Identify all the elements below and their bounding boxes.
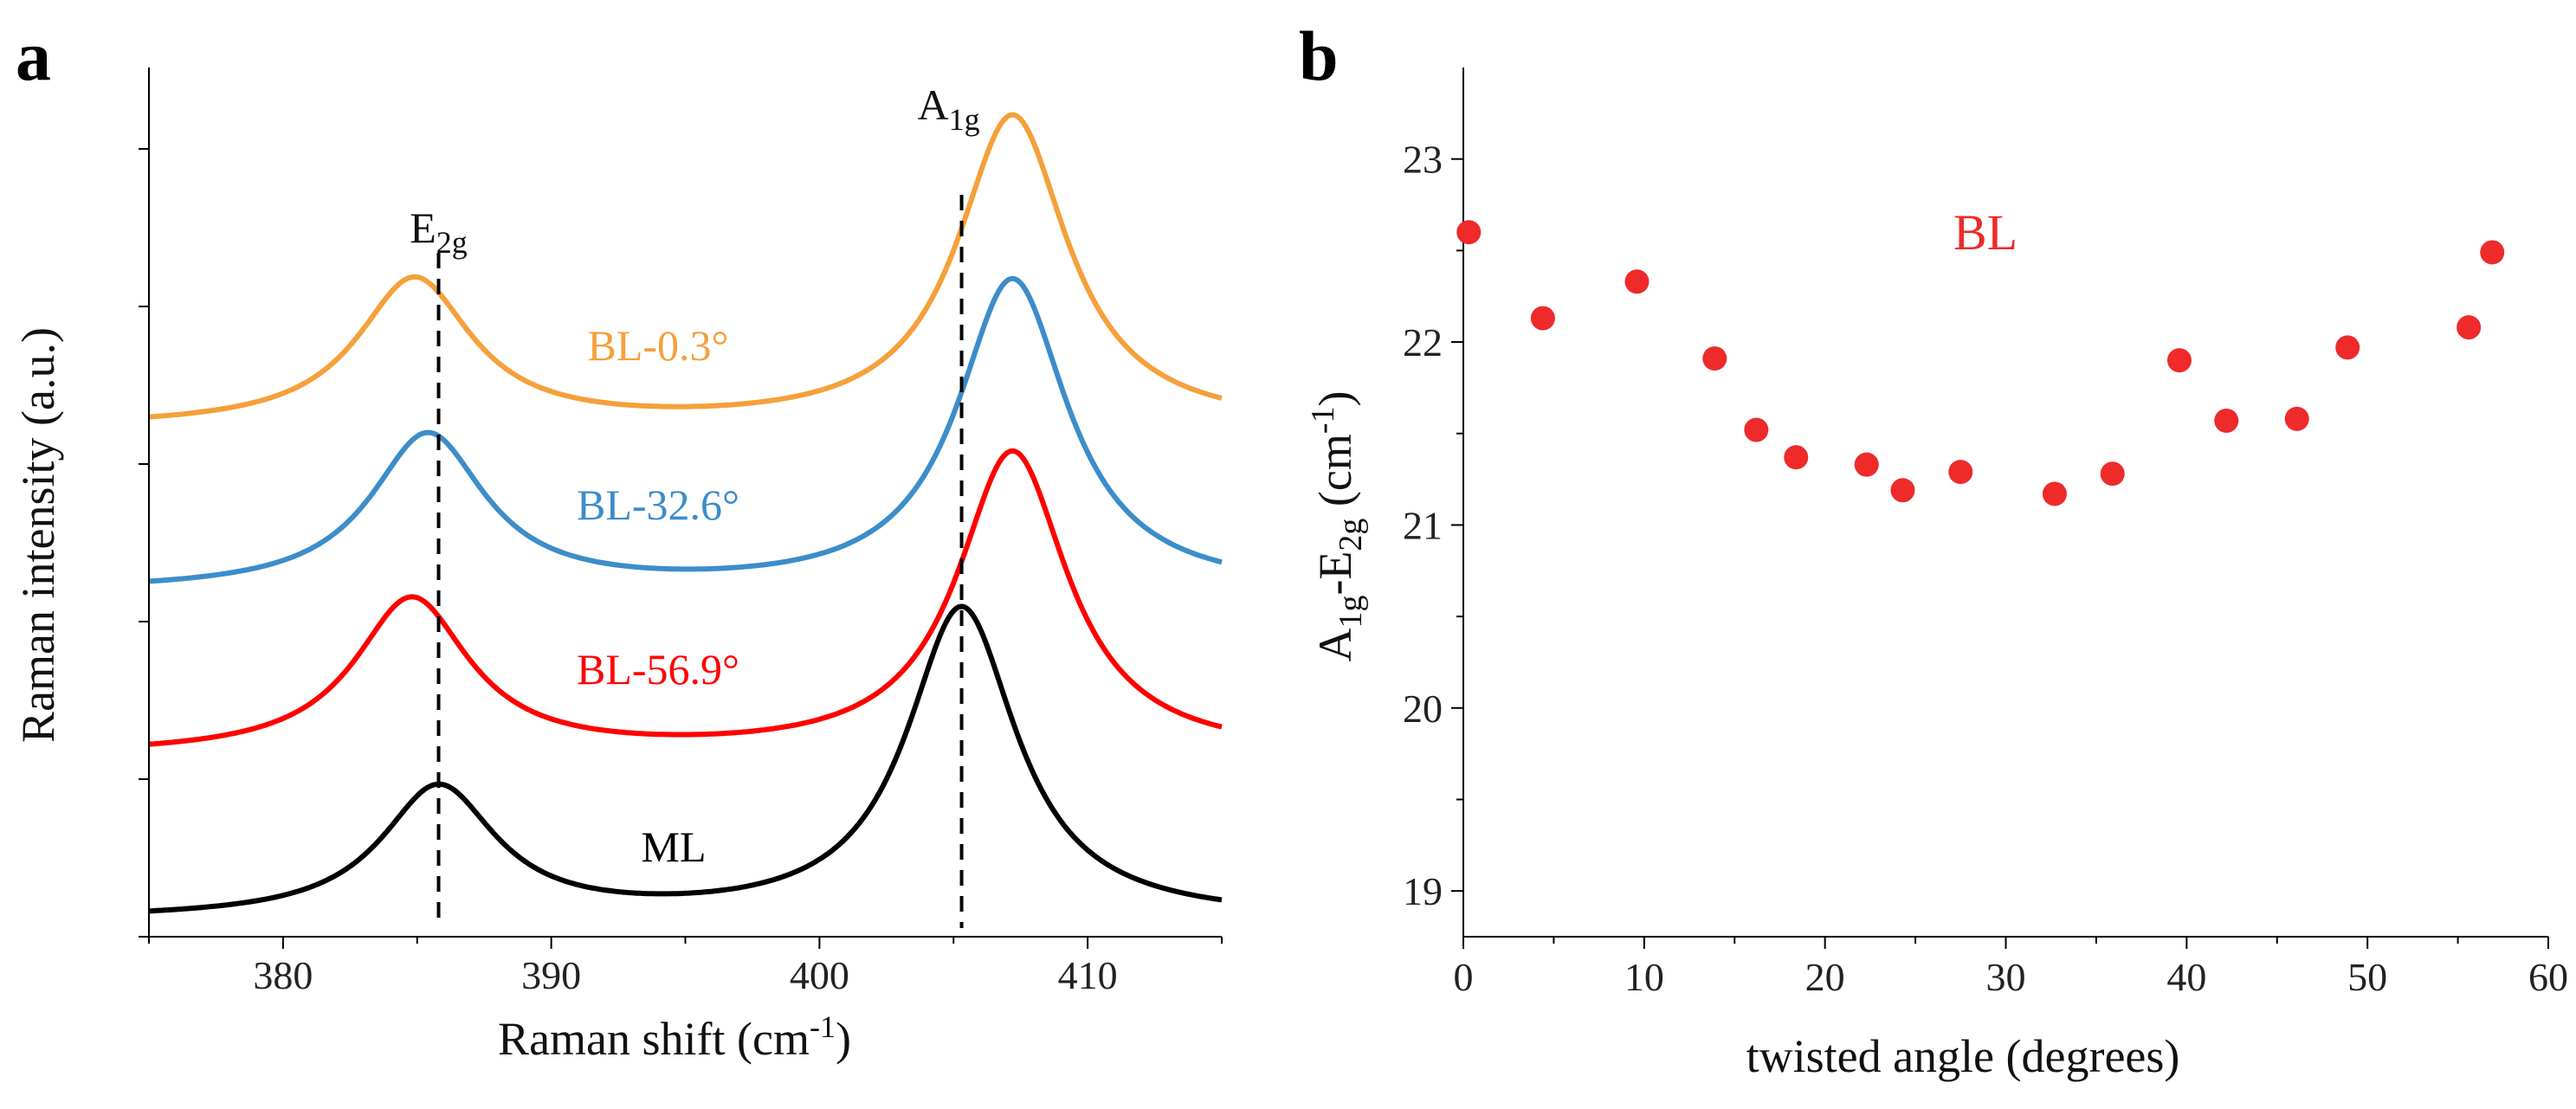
panel-b-x-tick-label: 50: [2347, 955, 2387, 999]
panel-b-y-axis-label: A1g-E2g (cm-1): [1305, 390, 1369, 661]
data-point: [1702, 346, 1727, 371]
data-point: [2457, 315, 2482, 340]
panel-b-axes: 0 10 20 30 40 50 60 19 20 21 22 23: [1403, 68, 2568, 999]
peak-label-A1g: A1g: [917, 81, 979, 137]
panel-b: b 0 10 20 30 40 50 60 19 20 21 22 23 BL twisted ang…: [1299, 16, 2568, 1082]
spectrum-line-3: [148, 112, 1223, 420]
data-point: [2284, 406, 2309, 431]
data-point: [1784, 445, 1809, 470]
data-point: [1948, 460, 1973, 485]
panel-label-b: b: [1299, 16, 1339, 95]
spectrum-line-1: [148, 448, 1223, 747]
data-point: [2480, 240, 2505, 265]
data-point: [1744, 417, 1769, 442]
panel-b-x-tick-label: 0: [1454, 955, 1474, 999]
panel-a-x-tick-label: 400: [790, 953, 849, 997]
spectrum-line-0: [148, 603, 1223, 914]
data-point: [1456, 220, 1482, 245]
panel-b-x-tick-label: 30: [1986, 955, 2026, 999]
panel-b-y-tick-label: 19: [1403, 869, 1443, 913]
peak-label-name: A: [917, 81, 948, 129]
spectrum-line-2: [148, 275, 1223, 584]
panel-b-y-tick-label: 23: [1403, 138, 1443, 182]
panel-a-axes: 380 390 400 410: [139, 68, 1223, 997]
panel-a-curve-labels: ML BL-56.9° BL-32.6° BL-0.3°: [577, 321, 739, 871]
peak-label-name: E: [410, 203, 436, 252]
data-point: [1890, 478, 1915, 503]
panel-a: a E2g A1g 380 390 400 410 ML BL-56.9° BL-32.6°…: [12, 16, 1223, 1065]
data-point: [1854, 452, 1879, 477]
panel-b-x-tick-label: 60: [2528, 955, 2568, 999]
curve-label-0: ML: [642, 822, 707, 871]
peak-label-sub: 1g: [949, 102, 980, 137]
panel-b-x-tick-label: 10: [1624, 955, 1664, 999]
data-point: [2100, 461, 2125, 487]
data-point: [2335, 335, 2360, 360]
data-point: [2042, 481, 2067, 506]
panel-b-x-axis-label: twisted angle (degrees): [1746, 1030, 2180, 1082]
panel-a-peak-lines: E2g A1g: [410, 81, 980, 928]
panel-a-x-tick-label: 410: [1058, 953, 1118, 997]
panel-a-x-tick-label: 380: [253, 953, 313, 997]
data-point: [1624, 269, 1650, 294]
curve-label-3: BL-0.3°: [587, 321, 728, 370]
curve-label-2: BL-32.6°: [577, 480, 739, 529]
panel-b-points: [1456, 220, 2505, 506]
data-point: [2166, 348, 2192, 373]
panel-a-curves: [148, 112, 1223, 914]
panel-b-y-tick-label: 21: [1403, 503, 1443, 547]
data-point: [1530, 306, 1555, 331]
panel-a-x-axis-label: Raman shift (cm-1): [498, 1009, 851, 1065]
panel-a-y-axis-label: Raman intensity (a.u.): [12, 327, 64, 743]
panel-b-annotation: BL: [1953, 204, 2018, 261]
panel-label-a: a: [16, 16, 51, 95]
peak-label-sub: 2g: [436, 225, 468, 260]
panel-b-y-tick-label: 20: [1403, 687, 1443, 731]
peak-label-E2g: E2g: [410, 203, 468, 260]
panel-a-x-tick-label: 390: [521, 953, 581, 997]
panel-b-x-tick-label: 20: [1805, 955, 1845, 999]
panel-b-x-tick-label: 40: [2166, 955, 2206, 999]
panel-b-y-tick-label: 22: [1403, 320, 1443, 364]
curve-label-1: BL-56.9°: [577, 645, 739, 693]
data-point: [2214, 408, 2239, 433]
